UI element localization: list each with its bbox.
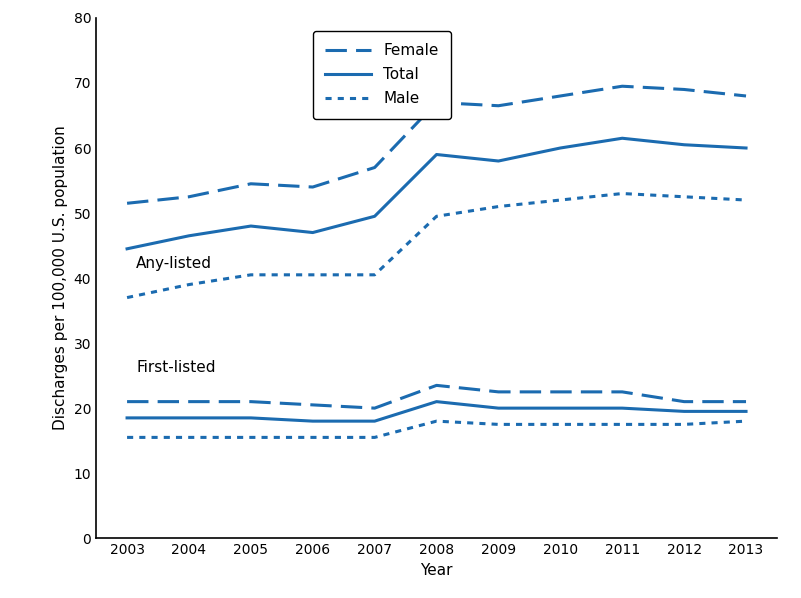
Legend: Female, Total, Male: Female, Total, Male (313, 30, 451, 118)
Y-axis label: Discharges per 100,000 U.S. population: Discharges per 100,000 U.S. population (53, 126, 68, 431)
Text: First-listed: First-listed (136, 361, 215, 376)
Text: Any-listed: Any-listed (136, 257, 212, 271)
X-axis label: Year: Year (421, 563, 453, 578)
